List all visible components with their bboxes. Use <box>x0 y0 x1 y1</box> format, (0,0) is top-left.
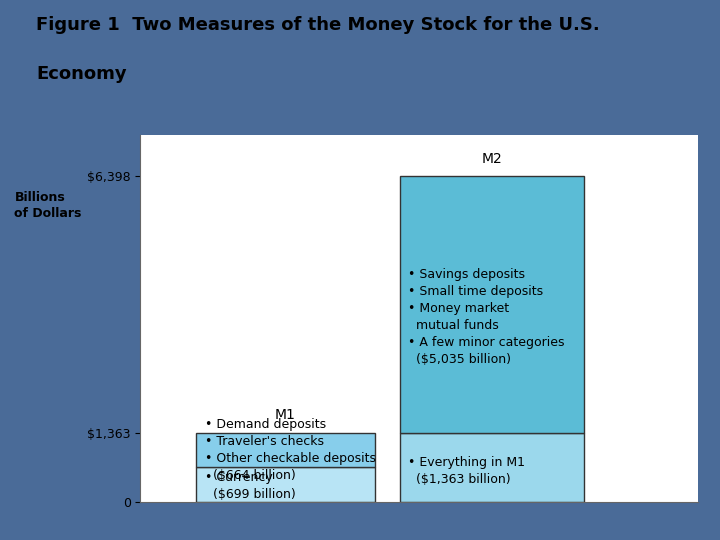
Text: M2: M2 <box>482 152 503 166</box>
Text: Billions
of Dollars: Billions of Dollars <box>14 191 82 220</box>
Text: Figure 1  Two Measures of the Money Stock for the U.S.: Figure 1 Two Measures of the Money Stock… <box>36 16 600 34</box>
Text: • Currency
  ($699 billion): • Currency ($699 billion) <box>204 471 295 501</box>
Text: • Everything in M1
  ($1,363 billion): • Everything in M1 ($1,363 billion) <box>408 456 526 486</box>
Bar <box>196 433 374 467</box>
Bar <box>400 433 584 502</box>
Bar <box>400 176 584 433</box>
Text: Economy: Economy <box>36 65 127 83</box>
Text: • Savings deposits
• Small time deposits
• Money market
  mutual funds
• A few m: • Savings deposits • Small time deposits… <box>408 268 564 366</box>
Text: • Demand deposits
• Traveler's checks
• Other checkable deposits
  ($664 billion: • Demand deposits • Traveler's checks • … <box>204 417 376 482</box>
Bar <box>196 467 374 502</box>
Text: M1: M1 <box>275 408 296 422</box>
